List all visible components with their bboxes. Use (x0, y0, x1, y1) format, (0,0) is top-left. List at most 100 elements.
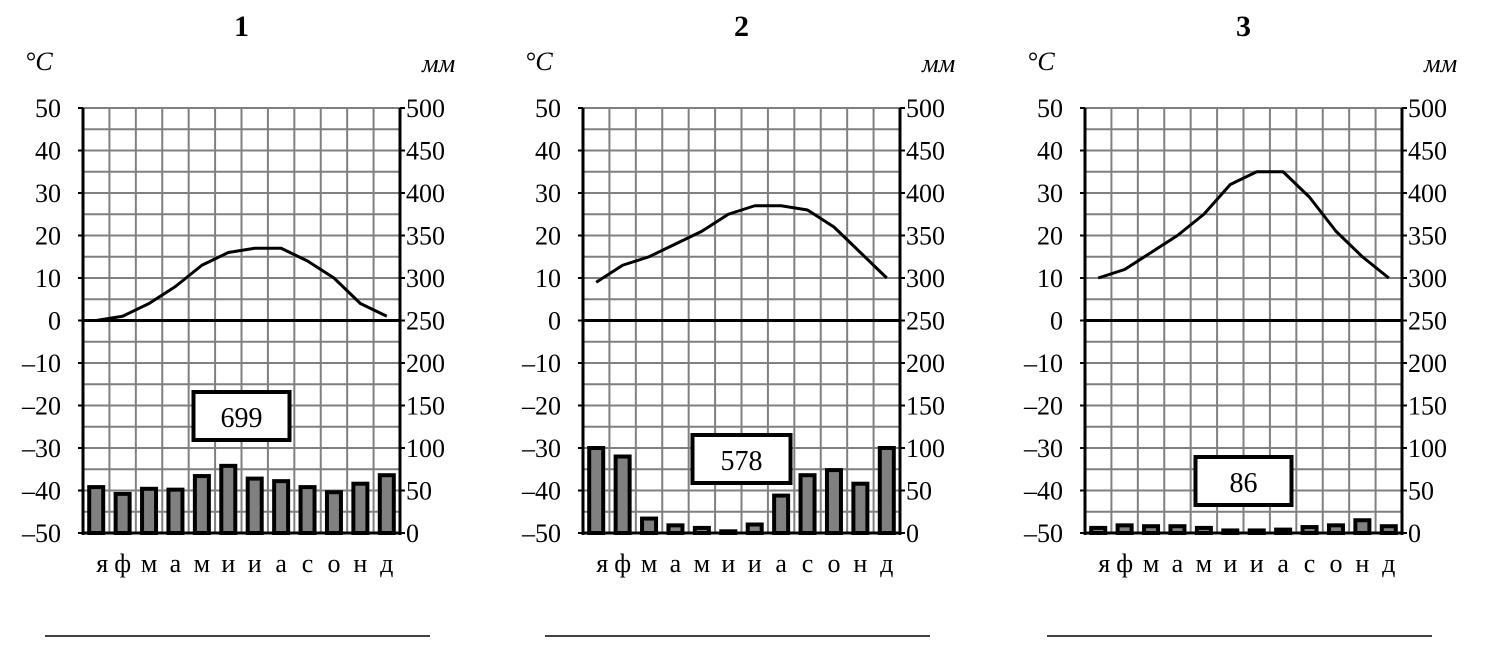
precipitation-bar (140, 486, 159, 535)
temperature-line (95, 246, 388, 322)
precipitation-bar (1221, 528, 1240, 536)
left-tick-label: 10 (35, 264, 61, 293)
right-unit-label: мм (1423, 49, 1457, 78)
left-tick-label: 30 (35, 179, 61, 208)
right-tick-label: 0 (1408, 519, 1421, 548)
month-label: м (1143, 549, 1159, 578)
month-label: о (1329, 549, 1342, 578)
precipitation-bar (1115, 523, 1134, 535)
right-tick-label: 400 (906, 179, 945, 208)
precipitation-bar (1353, 518, 1372, 535)
annual-precipitation-box (690, 433, 793, 485)
month-label: о (827, 549, 840, 578)
right-unit-label: мм (421, 49, 455, 78)
right-tick-label: 200 (906, 349, 945, 378)
month-label: м (1196, 549, 1212, 578)
month-label: д (380, 549, 393, 578)
precipitation-bar (87, 485, 106, 536)
precipitation-bar (324, 490, 343, 536)
left-tick-label: 30 (535, 179, 561, 208)
left-tick-label: 30 (1037, 179, 1063, 208)
right-tick-label: 200 (406, 349, 445, 378)
right-tick-label: 450 (906, 137, 945, 166)
right-tick-label: 450 (1408, 137, 1447, 166)
left-unit-label: °C (1027, 47, 1055, 76)
precipitation-bar (1089, 525, 1108, 536)
chart-title: 1 (234, 10, 249, 43)
month-label: и (1223, 549, 1237, 578)
right-tick-label: 400 (406, 179, 445, 208)
left-tick-label: 50 (535, 94, 561, 123)
right-unit-label: мм (921, 49, 955, 78)
month-label: м (694, 549, 710, 578)
right-tick-label: 200 (1408, 349, 1447, 378)
precipitation-bar (166, 487, 185, 535)
left-tick-label: 0 (548, 307, 561, 336)
right-tick-label: 0 (406, 519, 419, 548)
left-tick-label: –10 (1023, 349, 1063, 378)
precipitation-bar (824, 468, 843, 536)
month-label: а (1172, 549, 1184, 578)
month-label: м (141, 549, 157, 578)
precipitation-bar (1247, 528, 1266, 536)
right-tick-label: 150 (906, 392, 945, 421)
month-label: и (1250, 549, 1264, 578)
right-tick-label: 100 (906, 434, 945, 463)
left-tick-label: 0 (1050, 307, 1063, 336)
left-tick-label: –10 (21, 349, 61, 378)
left-tick-label: –20 (21, 392, 61, 421)
left-unit-label: °C (525, 47, 553, 76)
left-tick-label: –30 (21, 434, 61, 463)
month-label: с (302, 549, 314, 578)
right-tick-label: 250 (406, 307, 445, 336)
month-label: м (194, 549, 210, 578)
precipitation-bar (666, 523, 685, 535)
right-tick-label: 300 (1408, 264, 1447, 293)
precipitation-bar (272, 479, 291, 535)
precipitation-bar (1194, 525, 1213, 536)
left-tick-label: –20 (1023, 392, 1063, 421)
month-label: а (170, 549, 182, 578)
left-tick-label: 10 (1037, 264, 1063, 293)
month-label: ф (114, 549, 131, 578)
left-tick-label: –30 (1023, 434, 1063, 463)
right-tick-label: 250 (1408, 307, 1447, 336)
month-label: а (670, 549, 682, 578)
precipitation-bar (798, 473, 817, 536)
annual-precipitation-value: 699 (221, 403, 263, 434)
right-tick-label: 100 (406, 434, 445, 463)
month-label: н (353, 549, 367, 578)
precipitation-bar (298, 485, 317, 536)
left-tick-label: 40 (1037, 137, 1063, 166)
precipitation-bar (719, 529, 738, 535)
left-tick-label: –40 (21, 477, 61, 506)
precipitation-bar (692, 525, 711, 536)
month-label: м (641, 549, 657, 578)
month-label: и (748, 549, 762, 578)
precipitation-bar (245, 476, 264, 536)
month-label: н (853, 549, 867, 578)
left-tick-label: 40 (535, 137, 561, 166)
right-tick-label: 150 (1408, 392, 1447, 421)
right-tick-label: 350 (1408, 222, 1447, 251)
annual-precipitation-box (1193, 455, 1294, 507)
right-tick-label: 450 (406, 137, 445, 166)
left-tick-label: 20 (35, 222, 61, 251)
right-tick-label: 100 (1408, 434, 1447, 463)
precipitation-bar (1168, 524, 1187, 536)
left-tick-label: –50 (521, 519, 561, 548)
month-label: а (275, 549, 287, 578)
precipitation-bar (640, 516, 659, 535)
right-tick-label: 150 (406, 392, 445, 421)
left-tick-label: –50 (1023, 519, 1063, 548)
month-label: с (802, 549, 814, 578)
left-unit-label: °C (25, 47, 53, 76)
left-tick-label: 50 (1037, 94, 1063, 123)
month-label: с (1304, 549, 1316, 578)
month-label: я (1098, 549, 1110, 578)
precipitation-bar (1379, 524, 1398, 536)
annual-precipitation-value: 578 (721, 446, 763, 477)
